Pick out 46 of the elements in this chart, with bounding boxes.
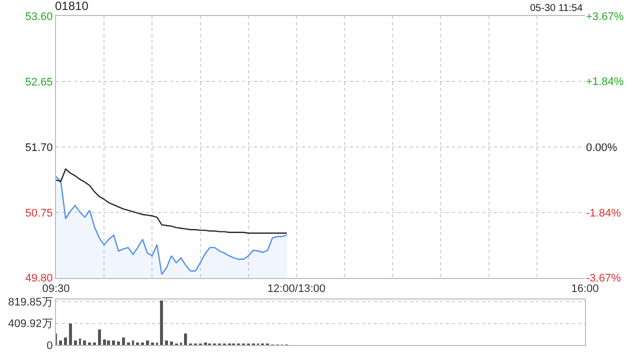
bar — [146, 340, 149, 345]
bar — [64, 337, 67, 345]
bar — [180, 342, 182, 345]
bar — [170, 341, 173, 345]
y-tick-label: 52.65 — [25, 76, 53, 88]
bar — [107, 340, 110, 345]
bar — [88, 342, 91, 345]
bar — [103, 339, 106, 345]
y2-tick-label: +1.84% — [586, 76, 624, 88]
x-tick-label: 09:30 — [42, 283, 70, 296]
y2-tick-label: -3.67% — [586, 272, 622, 285]
chart-subtitle: 05-30 11:54 — [530, 3, 584, 14]
bar — [151, 342, 154, 345]
y2-tick-label: 0.00% — [586, 142, 618, 154]
bar — [132, 340, 134, 345]
y-tick-label: 50.75 — [25, 207, 53, 220]
chart-title: 01810 — [55, 0, 89, 14]
bar — [204, 342, 207, 345]
y-tick-label: 49.80 — [25, 272, 53, 285]
y-tick-label: 53.60 — [25, 10, 53, 23]
bar — [69, 323, 72, 345]
bar — [98, 329, 101, 345]
bar — [93, 342, 96, 345]
line-series — [56, 168, 288, 234]
bar — [122, 337, 125, 345]
bar — [74, 340, 77, 345]
bar — [83, 340, 86, 345]
y-tick-label: 409.92万 — [8, 318, 53, 330]
bar — [127, 342, 130, 345]
bar — [184, 333, 187, 345]
bar — [136, 342, 139, 345]
bar — [79, 338, 81, 345]
x-tick-label: 16:00 — [571, 283, 599, 296]
bar — [156, 342, 158, 345]
bar — [117, 341, 120, 345]
bar — [141, 342, 144, 345]
y-tick-label: 819.85万 — [8, 296, 53, 308]
bar — [112, 340, 115, 345]
y-tick-label: 51.70 — [25, 142, 53, 154]
bar — [160, 300, 163, 345]
x-tick-label: 12:00/13:00 — [267, 283, 326, 296]
bar — [165, 340, 168, 345]
y2-tick-label: +3.67% — [586, 10, 624, 23]
y-tick-label: 0 — [46, 340, 53, 352]
y2-tick-label: -1.84% — [586, 207, 622, 220]
bar — [59, 340, 62, 345]
